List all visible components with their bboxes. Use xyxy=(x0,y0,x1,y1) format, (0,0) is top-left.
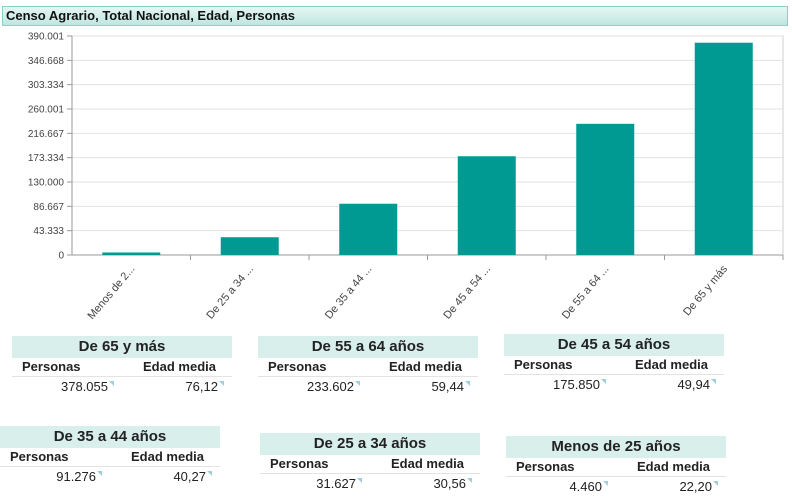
persons-value[interactable]: 175.850 xyxy=(504,375,614,395)
card-title: De 35 a 44 años xyxy=(0,426,220,448)
card-title: De 65 y más xyxy=(12,336,232,358)
age-value[interactable]: 59,44 xyxy=(368,377,478,397)
age-value[interactable]: 22,20 xyxy=(616,477,726,497)
y-tick-label: 173.334 xyxy=(28,153,65,164)
age-value[interactable]: 40,27 xyxy=(110,467,220,487)
bar xyxy=(694,42,753,255)
col-age-label: Edad media xyxy=(635,357,708,372)
stat-card-45-54: De 45 a 54 años Personas Edad media 175.… xyxy=(504,334,724,395)
stat-card-35-44: De 35 a 44 años Personas Edad media 91.2… xyxy=(0,426,220,487)
x-tick-label: De 45 a 54 ... xyxy=(441,263,493,321)
y-tick-label: 260.001 xyxy=(28,105,65,116)
persons-value[interactable]: 31.627 xyxy=(260,474,370,494)
y-tick-label: 130.000 xyxy=(28,178,65,189)
y-tick-label: 43.333 xyxy=(33,226,64,237)
bar xyxy=(102,252,161,255)
plot-area xyxy=(71,35,784,256)
persons-value[interactable]: 4.460 xyxy=(506,477,616,497)
persons-value[interactable]: 378.055 xyxy=(12,377,122,397)
y-tick-label: 216.667 xyxy=(28,129,65,140)
x-tick-label: De 25 a 34 ... xyxy=(204,263,256,321)
y-tick-label: 303.334 xyxy=(28,80,65,91)
x-tick-label: De 35 a 44 ... xyxy=(323,263,375,321)
card-title: De 45 a 54 años xyxy=(504,334,724,356)
stat-card-25-34: De 25 a 34 años Personas Edad media 31.6… xyxy=(260,433,480,494)
bar xyxy=(457,156,516,255)
col-age-label: Edad media xyxy=(389,359,462,374)
y-tick-label: 86.667 xyxy=(33,202,64,213)
bar xyxy=(576,123,635,256)
y-tick-label: 390.001 xyxy=(28,32,65,43)
stat-card-65-plus: De 65 y más Personas Edad media 378.055 … xyxy=(12,336,232,397)
age-value[interactable]: 76,12 xyxy=(122,377,232,397)
stat-card-under-25: Menos de 25 años Personas Edad media 4.4… xyxy=(506,436,726,497)
persons-value[interactable]: 233.602 xyxy=(258,377,368,397)
card-title: De 25 a 34 años xyxy=(260,433,480,455)
age-value[interactable]: 49,94 xyxy=(614,375,724,395)
chart-title: Censo Agrario, Total Nacional, Edad, Per… xyxy=(2,6,788,26)
x-tick-label: Menos de 2... xyxy=(86,263,138,322)
y-tick-label: 0 xyxy=(58,251,64,262)
col-persons-label: Personas xyxy=(22,359,81,374)
x-tick-label: De 65 y más xyxy=(681,263,730,318)
persons-value[interactable]: 91.276 xyxy=(0,467,110,487)
card-title: Menos de 25 años xyxy=(506,436,726,458)
card-title: De 55 a 64 años xyxy=(258,336,478,358)
x-tick-label: De 55 a 64 ... xyxy=(560,263,612,321)
col-persons-label: Personas xyxy=(516,459,575,474)
col-persons-label: Personas xyxy=(10,449,69,464)
col-age-label: Edad media xyxy=(391,456,464,471)
bar xyxy=(220,237,279,255)
y-tick-label: 346.668 xyxy=(28,56,65,67)
col-persons-label: Personas xyxy=(514,357,573,372)
col-age-label: Edad media xyxy=(131,449,204,464)
stat-card-55-64: De 55 a 64 años Personas Edad media 233.… xyxy=(258,336,478,397)
col-persons-label: Personas xyxy=(270,456,329,471)
col-persons-label: Personas xyxy=(268,359,327,374)
age-value[interactable]: 30,56 xyxy=(370,474,480,494)
bar-chart: 0 43.333 86.667 130.000 173.334 216.667 260.00… xyxy=(28,32,784,322)
col-age-label: Edad media xyxy=(143,359,216,374)
col-age-label: Edad media xyxy=(637,459,710,474)
bar xyxy=(339,203,398,255)
